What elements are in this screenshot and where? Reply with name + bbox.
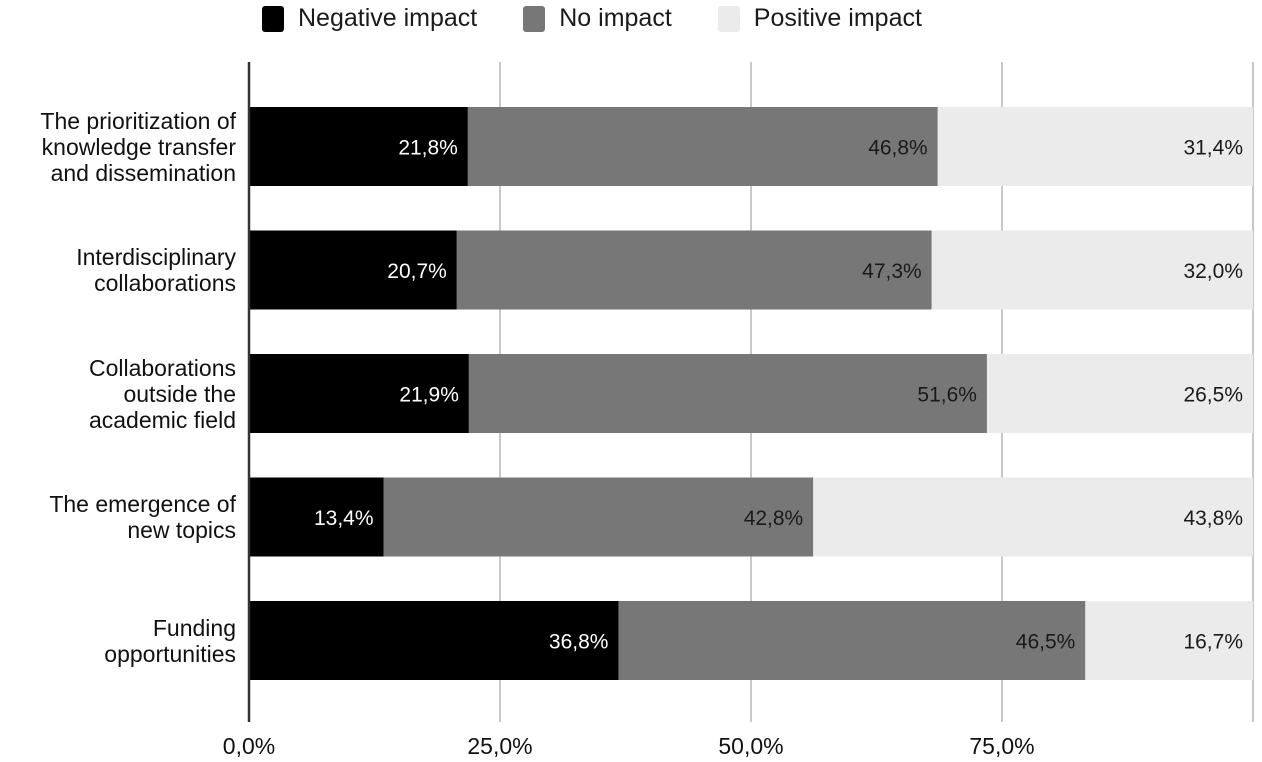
bar-segment-no-impact (468, 354, 987, 433)
category-label-line: knowledge transfer (41, 133, 236, 160)
bar-segment-positive-impact (1085, 601, 1253, 680)
legend-item-negative[interactable]: Negative impact (262, 4, 477, 33)
category-label-line: Funding (152, 614, 236, 641)
category-label-line: and dissemination (50, 159, 236, 186)
x-tick-label: 50,0% (718, 733, 784, 759)
legend-label-positive: Positive impact (753, 4, 922, 32)
category-label-line: collaborations (94, 270, 236, 296)
bar-segment-no-impact (456, 230, 932, 310)
category-label-line: The prioritization of (40, 107, 236, 134)
legend-swatch-negative (262, 5, 284, 32)
bar-segment-negative-impact (249, 354, 469, 433)
legend-swatch-no-impact (523, 5, 546, 32)
data-label: 21,9% (399, 384, 459, 407)
x-tick-label: 25,0% (467, 733, 533, 759)
legend-item-no-impact[interactable]: No impact (523, 4, 672, 33)
legend-swatch-positive (717, 5, 740, 32)
category-label-line: academic field (88, 406, 236, 433)
category-label-line: Interdisciplinary (76, 244, 236, 270)
data-label: 26,5% (1183, 384, 1243, 407)
bar-segment-positive-impact (813, 477, 1253, 557)
category-label: The prioritization of knowledge transfer a… (40, 108, 236, 186)
data-label: 36,8% (549, 631, 609, 654)
data-label: 43,8% (1183, 507, 1243, 530)
data-label: 31,4% (1183, 137, 1243, 160)
bar-segment-no-impact (467, 107, 938, 186)
data-label: 21,8% (398, 137, 458, 160)
bar-segment-negative-impact (249, 230, 457, 310)
category-label-line: new topics (127, 517, 236, 543)
bar-segment-positive-impact (937, 107, 1253, 186)
category-label-line: outside the (123, 380, 236, 407)
category-label: The emergence of new topics (49, 491, 236, 543)
category-label-line: opportunities (104, 640, 236, 667)
bar-segment-negative-impact (249, 477, 384, 557)
category-label: Interdisciplinary collaborations (76, 244, 236, 296)
bar-segment-positive-impact (931, 230, 1253, 310)
category-label: Collaborations outside the academic field (89, 355, 236, 433)
data-label: 42,8% (744, 507, 804, 530)
data-label: 46,5% (1016, 631, 1076, 654)
bar-segment-no-impact (618, 601, 1086, 680)
data-label: 47,3% (862, 260, 922, 283)
data-label: 32,0% (1183, 260, 1243, 283)
data-label: 20,7% (387, 260, 447, 283)
legend: Negative impact No impact Positive impac… (262, 4, 968, 33)
legend-item-positive[interactable]: Positive impact (717, 4, 922, 33)
data-label: 16,7% (1183, 631, 1243, 654)
legend-label-no-impact: No impact (559, 4, 672, 32)
bar-segment-positive-impact (986, 354, 1253, 433)
bar-segment-no-impact (383, 477, 814, 557)
x-tick-label: 0,0% (222, 733, 276, 759)
category-label-line: The emergence of (49, 491, 236, 517)
data-label: 46,8% (868, 137, 928, 160)
category-label: Funding opportunities (104, 615, 236, 667)
bar-segment-negative-impact (249, 107, 468, 186)
data-label: 13,4% (314, 507, 374, 530)
data-label: 51,6% (917, 384, 977, 407)
bar-segment-negative-impact (249, 601, 619, 680)
x-tick-label: 75,0% (969, 733, 1035, 759)
legend-label-negative: Negative impact (298, 4, 478, 32)
category-label-line: Collaborations (88, 354, 236, 381)
